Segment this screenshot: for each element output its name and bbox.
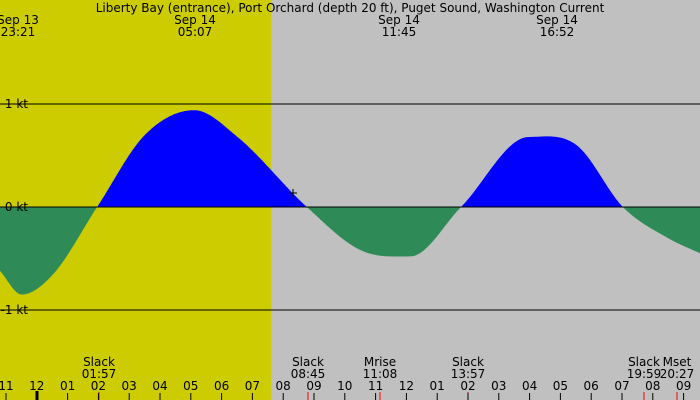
hour-tick-label: 11	[0, 379, 14, 393]
hour-tick-label: 12	[29, 379, 44, 393]
hour-tick-label: 02	[91, 379, 106, 393]
hour-tick-label: 06	[214, 379, 229, 393]
hour-tick-label: 08	[645, 379, 660, 393]
bottom-event-time: 11:08	[363, 367, 398, 381]
bottom-event-time: 19:59	[627, 367, 662, 381]
flood-area-1	[97, 110, 307, 207]
hour-tick-label: 05	[183, 379, 198, 393]
bottom-event-name: Slack	[452, 355, 484, 369]
hour-tick-label: 03	[491, 379, 506, 393]
hour-tick-label: 04	[152, 379, 167, 393]
hour-tick-label: 06	[584, 379, 599, 393]
ebb-area-2	[306, 207, 462, 257]
y-tick-label: -1 kt	[1, 303, 29, 317]
bottom-event-time: 20:27	[660, 367, 695, 381]
top-event-date: Sep 14	[536, 13, 578, 27]
ebb-area-4	[622, 207, 700, 254]
bottom-event-name: Slack	[83, 355, 115, 369]
hour-tick-label: 11	[368, 379, 383, 393]
hour-tick-label: 04	[522, 379, 537, 393]
hour-tick-label: 02	[460, 379, 475, 393]
top-event-time: 11:45	[382, 25, 417, 39]
hour-tick-label: 10	[337, 379, 352, 393]
top-event-date: Sep 14	[174, 13, 216, 27]
y-tick-label: 0 kt	[5, 200, 28, 214]
bottom-event-name: Mset	[663, 355, 692, 369]
hour-tick-label: 05	[553, 379, 568, 393]
bottom-event-time: 01:57	[82, 367, 117, 381]
bottom-event-name: Mrise	[364, 355, 396, 369]
top-event-time: 16:52	[540, 25, 575, 39]
bottom-event-time: 08:45	[291, 367, 326, 381]
hour-tick-label: 01	[60, 379, 75, 393]
hour-tick-label: 07	[245, 379, 260, 393]
hour-tick-label: 03	[122, 379, 137, 393]
ebb-area-0	[0, 207, 98, 295]
top-event-date: Sep 13	[0, 13, 39, 27]
hour-tick-label: 01	[430, 379, 445, 393]
hour-tick-label: 09	[676, 379, 691, 393]
top-event-time: 23:21	[1, 25, 36, 39]
y-tick-label: 1 kt	[5, 97, 28, 111]
hour-tick-label: 12	[399, 379, 414, 393]
top-event-time: 05:07	[178, 25, 213, 39]
current-marker	[289, 189, 297, 197]
bottom-event-name: Slack	[292, 355, 324, 369]
top-event-date: Sep 14	[378, 13, 420, 27]
bottom-event-time: 13:57	[451, 367, 486, 381]
hour-tick-label: 07	[614, 379, 629, 393]
chart-title: Liberty Bay (entrance), Port Orchard (de…	[96, 1, 605, 15]
hour-tick-label: 08	[276, 379, 291, 393]
bottom-event-name: Slack	[628, 355, 660, 369]
flood-area-3	[461, 136, 623, 207]
hour-tick-label: 09	[306, 379, 321, 393]
